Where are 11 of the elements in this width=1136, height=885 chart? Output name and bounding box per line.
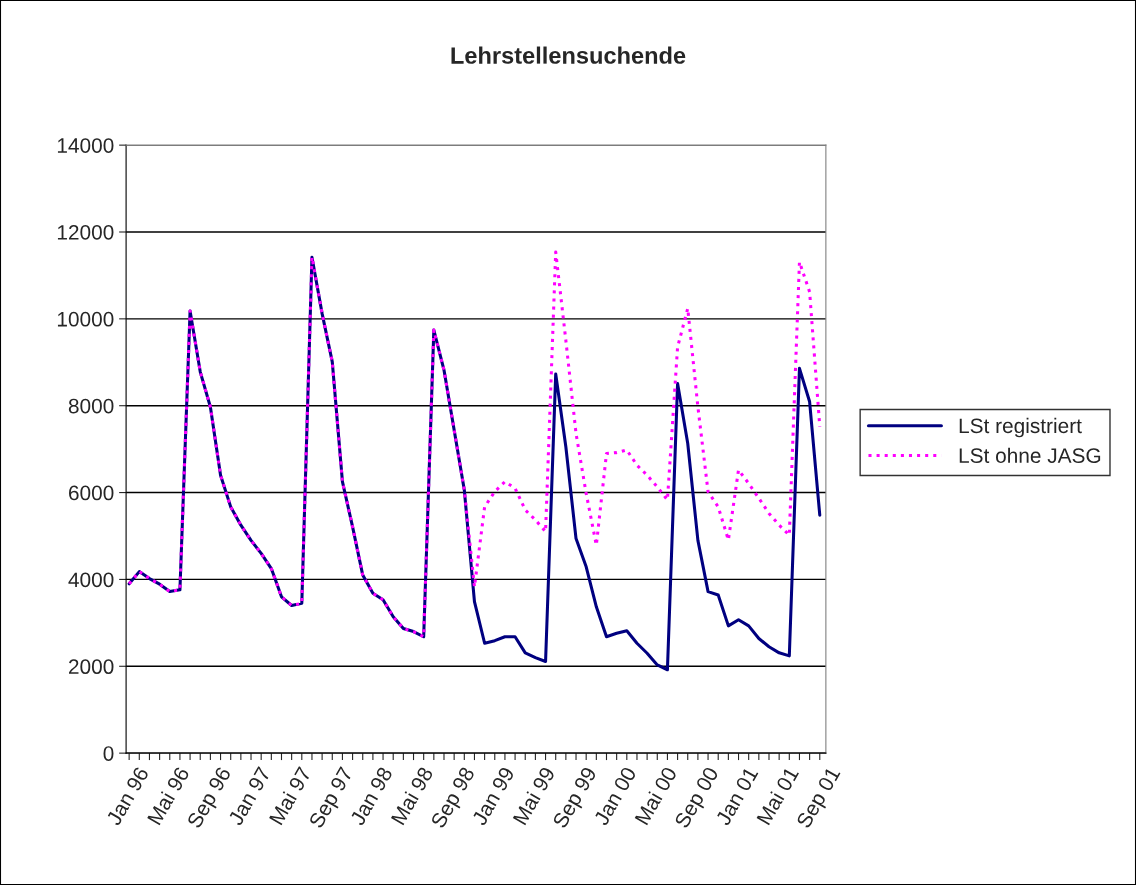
legend-label: LSt ohne JASG xyxy=(959,447,1101,464)
y-tick-label: 8000 xyxy=(68,398,114,414)
y-tick-label: 6000 xyxy=(69,485,114,501)
y-tick-label: 0 xyxy=(103,746,114,761)
y-tick-label: 2000 xyxy=(69,659,114,675)
y-tick-label: 12000 xyxy=(57,225,114,240)
legend-label: LSt registriert xyxy=(959,417,1082,438)
chart-title: Lehrstellensuchende xyxy=(451,46,686,64)
y-tick-label: 14000 xyxy=(57,138,114,153)
y-tick-label: 10000 xyxy=(57,311,114,327)
y-tick-label: 4000 xyxy=(68,572,114,588)
